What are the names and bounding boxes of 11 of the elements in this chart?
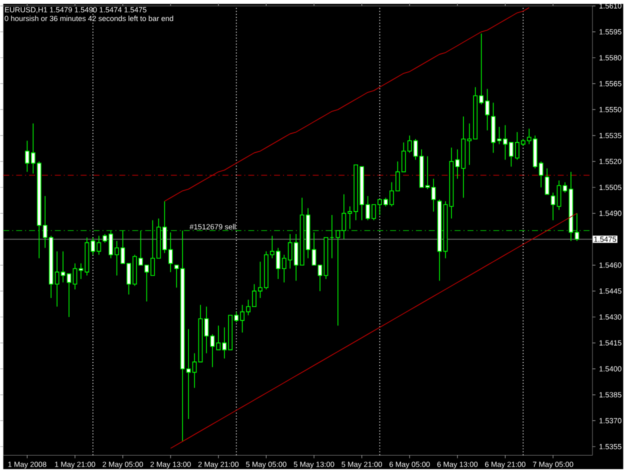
candlestick [544, 168, 550, 195]
candlestick [556, 180, 562, 210]
candlestick [574, 213, 580, 242]
candlestick [318, 264, 322, 292]
candlestick [431, 178, 436, 212]
candlestick [550, 192, 556, 221]
candlestick [72, 263, 78, 290]
candlestick [66, 274, 72, 318]
candlestick [312, 232, 316, 266]
candlestick [192, 353, 197, 388]
candlestick [78, 263, 84, 280]
